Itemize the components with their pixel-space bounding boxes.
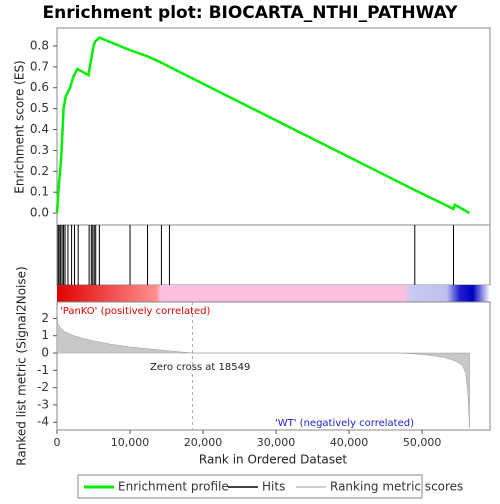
y-tick-label: 0.3	[30, 143, 49, 157]
y-tick-label: 0.8	[30, 38, 49, 52]
y-tick-label: 1	[41, 328, 49, 342]
y-tick-label: -1	[37, 363, 49, 377]
y-tick-label: 0.7	[30, 59, 49, 73]
x-tick-label: 30,000	[257, 436, 296, 449]
x-axis-label: Rank in Ordered Dataset	[199, 453, 347, 467]
y-tick-label: 0.5	[30, 101, 49, 115]
y-tick-label: 0.1	[30, 185, 49, 199]
metric-area	[56, 309, 470, 428]
y-tick-label: -3	[37, 397, 49, 411]
y-axis-label: Enrichment score (ES)	[13, 60, 27, 193]
legend-label: Hits	[262, 480, 285, 494]
annotation: Zero cross at 18549	[150, 362, 250, 373]
y-tick-label: 0	[41, 346, 49, 360]
x-tick-label: 10,000	[111, 436, 150, 449]
hits-panel	[56, 224, 491, 286]
y-tick-label: 0.4	[30, 122, 49, 136]
y-tick-label: -2	[37, 380, 49, 394]
legend-label: Enrichment profile	[118, 480, 229, 494]
y-axis-label: Ranked list metric (Signal2Noise)	[15, 266, 29, 465]
y-tick-label: 0.6	[30, 80, 49, 94]
y-tick-label: 0.2	[30, 164, 49, 178]
metric-panel	[56, 301, 491, 431]
legend-label: Ranking metric scores	[330, 480, 463, 494]
annotation: 'WT' (negatively correlated)	[275, 418, 414, 429]
es-line	[55, 36, 471, 215]
y-tick-label: -4	[37, 415, 49, 429]
x-tick-label: 0	[54, 436, 61, 449]
annotation: 'PanKO' (positively correlated)	[60, 306, 211, 317]
x-tick-label: 40,000	[330, 436, 369, 449]
x-tick-label: 50,000	[403, 436, 442, 449]
y-tick-label: 2	[41, 311, 49, 325]
color-bar	[57, 285, 490, 302]
y-tick-label: 0.0	[30, 206, 49, 220]
x-tick-label: 20,000	[184, 436, 223, 449]
chart-title: Enrichment plot: BIOCARTA_NTHI_PATHWAY	[43, 3, 459, 23]
